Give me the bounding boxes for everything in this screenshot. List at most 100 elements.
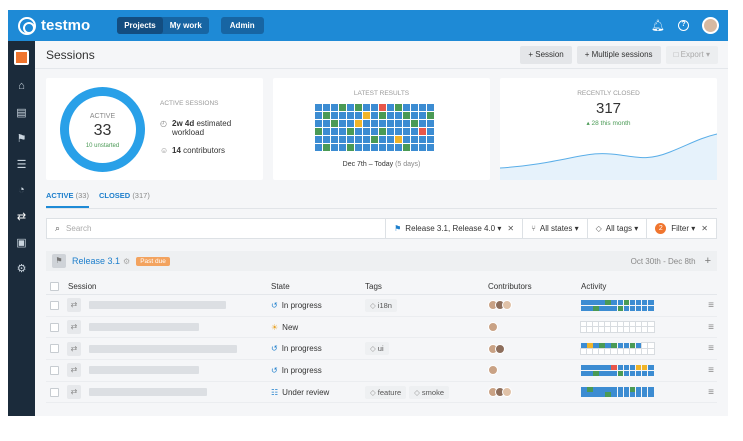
activity-cell-block [599,371,605,376]
row-menu-icon[interactable]: ≡ [681,343,717,354]
row-checkbox[interactable] [50,323,59,332]
add-session-button[interactable]: + Session [520,46,571,64]
milestone-filter[interactable]: ⚑ Release 3.1, Release 4.0 ▾ ✕ [385,218,522,239]
search-input[interactable]: ⌕ Search [47,223,385,234]
row-checkbox[interactable] [50,301,59,310]
tag-pill[interactable]: ◇ui [365,342,389,355]
clear-milestone-icon[interactable]: ✕ [507,218,514,239]
sidebar-item-milestones[interactable]: ⚑ [8,125,35,151]
export-button[interactable]: □ Export ▾ [666,46,718,64]
select-all-checkbox[interactable] [50,282,59,291]
sidebar-item-reports[interactable]: ◔ [8,177,35,203]
clear-filter-icon[interactable]: ✕ [701,218,708,239]
gear-icon[interactable]: ⚙ [123,257,130,266]
row-checkbox[interactable] [50,366,59,375]
row-checkbox[interactable] [50,344,59,353]
table-row[interactable]: ⇄☷Under review◇feature◇smoke≡ [46,382,717,404]
activity-cell-block [611,300,617,305]
users-icon: ☺ [160,146,172,155]
row-menu-icon[interactable]: ≡ [681,300,717,311]
advanced-filter[interactable]: 2 Filter ▾ ✕ [646,218,716,239]
row-menu-icon[interactable]: ≡ [681,322,717,333]
activity-cell-block [642,392,648,397]
table-row[interactable]: ⇄↺In progress≡ [46,360,717,382]
bell-icon[interactable]: 🔔︎ [651,19,665,32]
activity-cell-block [599,322,605,327]
row-menu-icon[interactable]: ≡ [681,365,717,376]
session-name-placeholder[interactable] [89,301,226,309]
avatar[interactable] [495,344,505,354]
activity-cell-block [581,371,587,376]
result-cell [371,120,378,127]
project-box-icon [14,50,29,65]
result-cell [363,104,370,111]
tab-closed-label: CLOSED [99,191,130,200]
activity-cell-block [642,371,648,376]
tags-cell: ◇i18n [365,299,488,312]
recently-closed-sub: ▴ 28 this month [500,119,717,127]
avatar[interactable] [502,387,512,397]
tab-closed[interactable]: CLOSED (317) [99,191,150,208]
row-menu-icon[interactable]: ≡ [681,387,717,398]
sidebar-item-repository[interactable]: ▤ [8,99,35,125]
state-filter[interactable]: ⑂ All states ▾ [522,218,587,239]
milestone-title-link[interactable]: Release 3.1 [72,256,120,266]
activity-cell-block [611,343,617,348]
activity-cell-block [605,322,611,327]
tag-pill[interactable]: ◇smoke [409,386,449,399]
tabs-divider [46,208,717,209]
active-donut-chart: ACTIVE 33 10 unstarted [60,87,145,172]
tag-pill[interactable]: ◇i18n [365,299,397,312]
state-cell: ↺In progress [271,366,365,375]
sidebar-item-home[interactable]: ⌂ [8,73,35,99]
session-name-placeholder[interactable] [89,366,199,374]
app-logo[interactable]: testmo [18,17,90,35]
contributors-line: ☺ 14 contributors [160,146,225,155]
add-session-label: Session [535,50,563,59]
closed-sub-text: 28 this month [592,120,631,127]
session-name-placeholder[interactable] [89,345,237,353]
table-row[interactable]: ⇄☀New≡ [46,317,717,339]
user-avatar[interactable] [702,17,719,34]
avatar[interactable] [488,322,498,332]
session-name-placeholder[interactable] [89,388,207,396]
tag-filter[interactable]: ◇ All tags ▾ [587,218,647,239]
avatar[interactable] [502,300,512,310]
result-cell [427,128,434,135]
nav-admin[interactable]: Admin [221,17,264,34]
closed-area-fill [500,134,717,180]
activity-cell-block [593,300,599,305]
latest-results-range: Dec 7th – Today (5 days) [273,161,490,168]
result-cell [427,104,434,111]
sidebar-item-automation[interactable]: ▣ [8,229,35,255]
row-checkbox[interactable] [50,388,59,397]
result-cell [411,128,418,135]
sidebar-item-settings[interactable]: ⚙ [8,255,35,281]
activity-cell-block [611,365,617,370]
activity-cell-block [599,349,605,354]
nav-mywork[interactable]: My work [163,17,209,34]
avatar[interactable] [488,365,498,375]
sidebar-item-sessions[interactable]: ⇄ [8,203,35,229]
activity-cell-block [630,349,636,354]
add-to-group-icon[interactable]: + [705,255,711,267]
table-row[interactable]: ⇄↺In progress◇i18n≡ [46,295,717,317]
nav-projects[interactable]: Projects [117,17,163,34]
page-title: Sessions [46,48,95,62]
table-row[interactable]: ⇄↺In progress◇ui≡ [46,338,717,360]
donut-label: ACTIVE [69,113,136,120]
help-icon[interactable]: ? [678,20,689,31]
result-cell [403,144,410,151]
activity-cell-block [605,365,611,370]
tag-pill[interactable]: ◇feature [365,386,406,399]
result-cell [419,112,426,119]
result-cell [323,136,330,143]
sidebar-project-icon[interactable] [8,41,35,73]
activity-cell-block [624,306,630,311]
add-multiple-sessions-button[interactable]: + Multiple sessions [577,46,661,64]
sidebar-item-runs[interactable]: ☰ [8,151,35,177]
session-name-placeholder[interactable] [89,323,199,331]
activity-cell-block [587,371,593,376]
tab-active[interactable]: ACTIVE (33) [46,191,89,208]
milestone-dates: Oct 30th - Dec 8th [631,257,696,266]
